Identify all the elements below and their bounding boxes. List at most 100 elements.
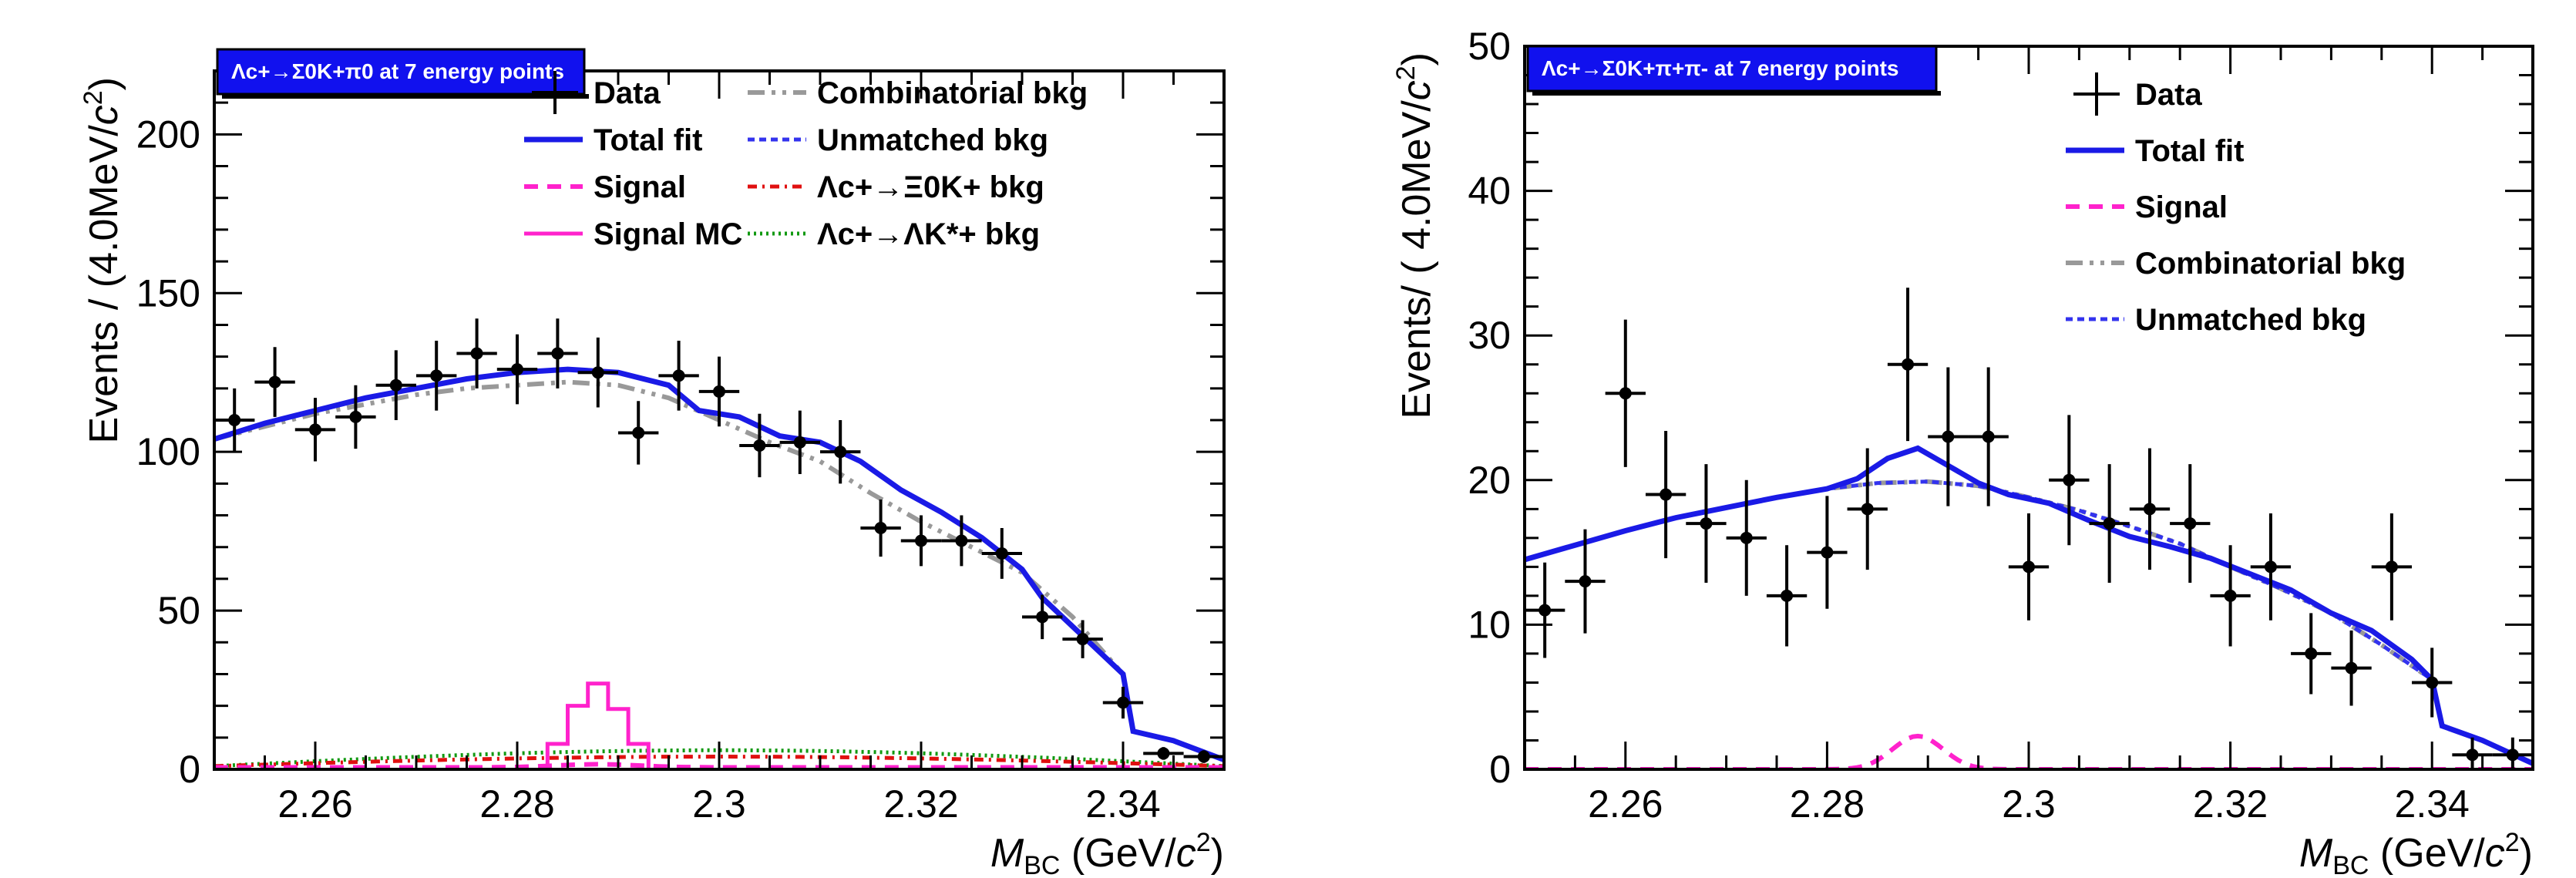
data-point — [1726, 479, 1767, 596]
plot-frame — [1523, 45, 2534, 771]
decay-banner: Λc+→Σ0K+π+π- at 7 energy points — [1526, 45, 1941, 96]
x-tick-label: 2.3 — [2002, 782, 2056, 826]
data-point — [1565, 529, 1606, 634]
data-point — [658, 341, 699, 411]
x-tick-label: 2.32 — [883, 782, 958, 826]
plot-area — [1525, 288, 2533, 769]
data-marker — [2063, 473, 2076, 486]
data-point — [496, 334, 538, 405]
data-point — [456, 318, 497, 389]
signal-curve — [214, 762, 1224, 769]
data-point — [820, 420, 861, 484]
x-tick-label: 2.28 — [1790, 782, 1865, 826]
data-point — [1645, 431, 1687, 559]
x-axis-title: MBC (GeV/c2) — [990, 828, 1224, 878]
data-point — [537, 318, 578, 389]
y-axis: 0 50 100 150 200 — [136, 69, 1224, 791]
data-marker — [1700, 517, 1713, 530]
y-tick-label: 20 — [1468, 459, 1511, 502]
data-point — [416, 341, 457, 411]
data-point — [2089, 464, 2130, 583]
legend-label: Signal — [594, 170, 686, 204]
data-marker — [2184, 517, 2197, 530]
data-marker — [793, 436, 806, 449]
decay-banner-shadow — [1532, 91, 1941, 96]
y-tick-label: 200 — [136, 113, 200, 156]
data-marker — [1781, 589, 1794, 602]
data-point — [375, 350, 416, 420]
decay-banner-text: Λc+→Σ0K+π0 at 7 energy points — [231, 59, 564, 83]
data-point — [698, 356, 740, 427]
data-point — [1807, 496, 1848, 609]
decay-banner-box — [216, 48, 586, 96]
data-marker — [2466, 748, 2479, 762]
signal-mc-histogram — [545, 681, 651, 769]
x-tick-label: 2.34 — [1085, 782, 1160, 826]
data-marker — [470, 347, 483, 360]
legend-item: Λc+→Ξ0K+ bkg — [748, 170, 1044, 204]
legend-label: Combinatorial bkg — [2135, 247, 2406, 281]
y-tick-label: 10 — [1468, 603, 1511, 646]
data-point — [2129, 448, 2171, 570]
data-marker — [591, 366, 604, 379]
y-axis-title-close: ) — [82, 77, 126, 90]
data-point — [2170, 464, 2211, 583]
data-marker — [874, 522, 887, 535]
data-point — [254, 347, 295, 417]
y-tick-label: 100 — [136, 430, 200, 473]
right-chart-panel: 2.26 2.28 2.3 2.32 2.34 0 10 20 30 40 50 MBC (GeV/c… — [1391, 25, 2534, 878]
legend-item: Combinatorial bkg — [2066, 247, 2406, 281]
x-tick-label: 2.34 — [2395, 782, 2470, 826]
x-axis-title-unit: (GeV/ — [1060, 831, 1176, 876]
data-point — [618, 401, 659, 465]
data-marker — [2143, 503, 2156, 516]
y-axis-title-c: c — [1394, 80, 1439, 100]
data-point — [2412, 648, 2453, 718]
data-marker — [551, 347, 564, 360]
data-marker — [1619, 387, 1632, 400]
legend-label: Λc+→ΛK*+ bkg — [817, 217, 1040, 251]
data-marker — [1036, 611, 1049, 624]
data-point — [1968, 367, 2009, 506]
data-point — [2250, 513, 2292, 621]
data-marker — [2345, 661, 2358, 674]
data-marker — [511, 363, 523, 376]
data-point — [335, 385, 376, 449]
data-marker — [1076, 633, 1089, 646]
legend-label: Data — [2135, 78, 2202, 112]
legend-label: Data — [594, 76, 661, 110]
data-point — [1102, 686, 1144, 719]
y-axis-title-c: c — [82, 105, 126, 125]
data-point — [739, 413, 780, 478]
legend-item: Signal MC — [524, 217, 742, 251]
data-point — [1847, 448, 1888, 570]
data-point — [2291, 613, 2332, 695]
plot-area — [214, 318, 1224, 769]
data-marker — [915, 534, 927, 547]
legend-item: Unmatched bkg — [748, 123, 1048, 157]
legend-label: Λc+→Ξ0K+ bkg — [817, 170, 1044, 204]
total-fit-curve — [1525, 445, 2533, 766]
data-point — [2452, 737, 2493, 769]
x-axis-title-exponent: 2 — [1196, 828, 1211, 857]
data-marker — [1902, 358, 1915, 371]
data-point — [2210, 545, 2251, 647]
data-marker — [228, 414, 241, 426]
data-point — [941, 515, 982, 567]
x-axis-title-c: c — [1176, 831, 1196, 876]
data-point — [294, 398, 336, 462]
y-axis: 0 10 20 30 40 50 — [1468, 25, 2533, 791]
data-point — [1605, 319, 1646, 467]
y-axis-title: Events / (4.0MeV/c2) — [79, 77, 126, 444]
legend-item: Signal — [2066, 190, 2228, 224]
data-points — [1525, 288, 2533, 769]
data-point — [900, 515, 942, 567]
data-marker — [1982, 430, 1995, 443]
data-marker — [309, 423, 321, 436]
data-marker — [672, 369, 685, 382]
legend-label: Signal MC — [594, 217, 742, 251]
data-marker — [1821, 546, 1834, 559]
legend-item: Total fit — [2066, 134, 2244, 168]
total-fit-curve — [214, 366, 1224, 762]
